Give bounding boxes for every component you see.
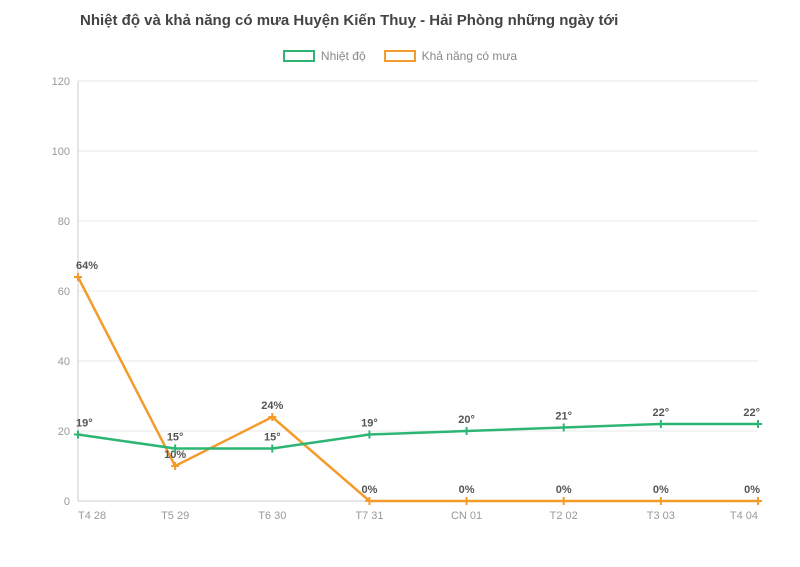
y-tick-label: 120 xyxy=(52,76,70,88)
data-label-rain: 0% xyxy=(744,484,760,496)
data-label-rain: 24% xyxy=(261,400,283,412)
legend: Nhiệt độ Khả năng có mưa xyxy=(20,49,780,63)
x-tick-label: T4 28 xyxy=(78,510,106,522)
data-label-temp: 15° xyxy=(167,432,184,444)
y-tick-label: 0 xyxy=(64,496,70,508)
legend-item-temp: Nhiệt độ xyxy=(283,49,366,63)
data-label-rain: 64% xyxy=(76,260,98,272)
chart-title: Nhiệt độ và khả năng có mưa Huyện Kiến T… xyxy=(80,12,780,29)
chart-container: Nhiệt độ và khả năng có mưa Huyện Kiến T… xyxy=(0,0,800,567)
data-label-temp: 15° xyxy=(264,432,281,444)
x-tick-label: T5 29 xyxy=(161,510,189,522)
data-label-temp: 22° xyxy=(653,407,670,419)
data-label-temp: 20° xyxy=(458,414,475,426)
legend-swatch-rain xyxy=(384,50,416,62)
x-tick-label: CN 01 xyxy=(451,510,482,522)
x-tick-label: T3 03 xyxy=(647,510,675,522)
y-tick-label: 20 xyxy=(58,426,70,438)
y-tick-label: 100 xyxy=(52,146,70,158)
legend-item-rain: Khả năng có mưa xyxy=(384,49,517,63)
line-chart-svg: 0 20 40 60 80 100 120 T4 28 T5 29 T6 30 T7 31 CN 01… xyxy=(30,71,770,531)
x-tick-label: T2 02 xyxy=(550,510,578,522)
legend-label-temp: Nhiệt độ xyxy=(321,49,366,63)
y-tick-label: 60 xyxy=(58,286,70,298)
data-label-rain: 0% xyxy=(459,484,475,496)
data-label-rain: 0% xyxy=(361,484,377,496)
data-label-rain: 0% xyxy=(556,484,572,496)
x-tick-label: T7 31 xyxy=(355,510,383,522)
data-label-temp: 22° xyxy=(743,407,760,419)
y-tick-label: 80 xyxy=(58,216,70,228)
data-label-temp: 19° xyxy=(361,418,378,430)
x-tick-label: T6 30 xyxy=(258,510,286,522)
data-label-temp: 21° xyxy=(555,411,572,423)
legend-label-rain: Khả năng có mưa xyxy=(422,49,517,63)
data-label-rain: 0% xyxy=(653,484,669,496)
data-label-temp: 19° xyxy=(76,418,93,430)
series-line-rain xyxy=(78,277,758,501)
legend-swatch-temp xyxy=(283,50,315,62)
y-tick-label: 40 xyxy=(58,356,70,368)
chart-area: 0 20 40 60 80 100 120 T4 28 T5 29 T6 30 T7 31 CN 01… xyxy=(30,71,770,531)
x-tick-label: T4 04 xyxy=(730,510,758,522)
